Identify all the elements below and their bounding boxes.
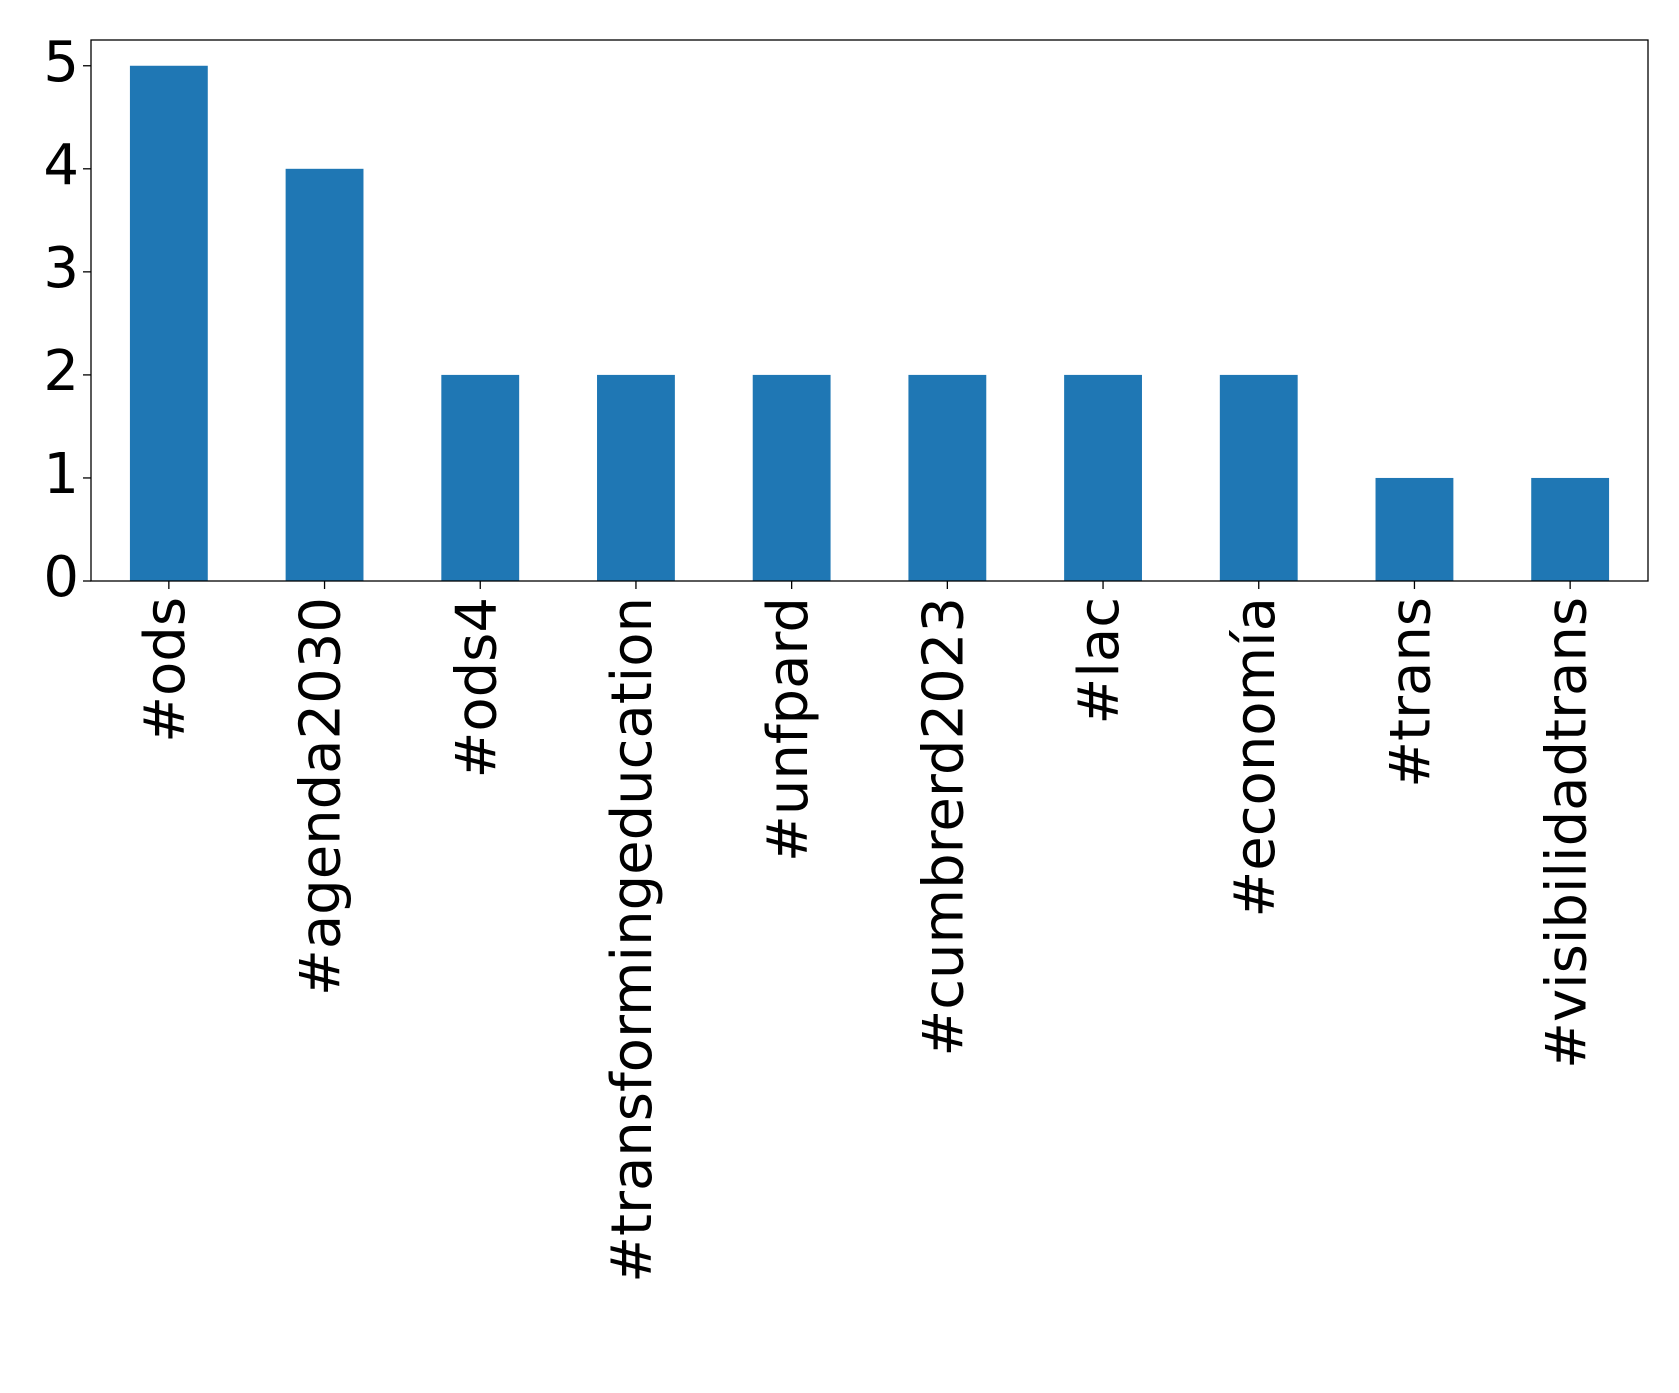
bar	[1375, 477, 1454, 581]
plot-frame	[90, 39, 1649, 582]
x-tick-label: #trans	[1379, 597, 1444, 788]
bar	[1531, 477, 1610, 581]
x-tick-label: #transformingeducation	[600, 597, 665, 1283]
y-tick-label: 0	[43, 545, 79, 610]
x-tick-label: #cumbrerd2023	[911, 597, 976, 1057]
bar	[1064, 374, 1142, 581]
x-tick-label: #ods	[133, 597, 198, 743]
bar	[441, 374, 520, 581]
x-tick-label: #agenda2030	[289, 597, 354, 996]
y-tick-label: 3	[43, 236, 79, 301]
bar	[752, 374, 831, 581]
x-tick-label: #unfpard	[756, 597, 821, 862]
bar	[908, 374, 987, 581]
y-tick-label: 1	[43, 442, 79, 507]
y-tick-label: 4	[43, 133, 79, 198]
bar	[597, 374, 675, 581]
x-tick-label: #ods4	[444, 597, 509, 779]
y-tick-label: 5	[43, 30, 79, 95]
x-tick-label: #lac	[1067, 597, 1132, 725]
x-tick-label: #economía	[1223, 597, 1288, 918]
bar	[129, 65, 208, 581]
y-tick-label: 2	[43, 339, 79, 404]
bar	[285, 168, 364, 582]
bar	[1219, 374, 1298, 581]
x-tick-label: #visibilidadtrans	[1534, 597, 1599, 1069]
